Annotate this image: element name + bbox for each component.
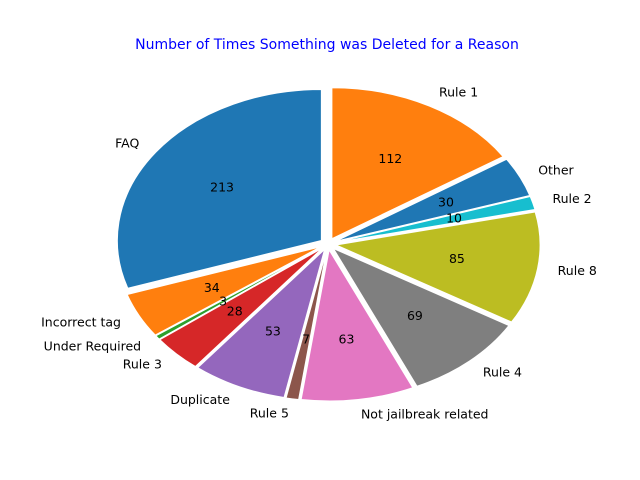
- slice-value-11: 112: [378, 151, 402, 166]
- pie-slice-11: [331, 87, 504, 240]
- pie-slice-2: [155, 247, 322, 340]
- pie-slice-1: [126, 246, 321, 336]
- pie-slice-9: [335, 195, 536, 243]
- pie-slice-4: [196, 247, 326, 399]
- slice-value-1: 34: [204, 280, 220, 295]
- slice-label-5: Rule 5: [250, 406, 289, 421]
- pie-slice-3: [159, 247, 323, 368]
- slice-label-0: FAQ: [115, 135, 139, 150]
- slice-label-4: Duplicate: [170, 392, 230, 407]
- slice-value-4: 53: [265, 324, 281, 339]
- chart-title: Number of Times Something was Deleted fo…: [135, 37, 519, 53]
- slice-value-9: 10: [446, 211, 462, 226]
- slice-value-3: 28: [227, 304, 243, 319]
- pie-slice-7: [332, 247, 510, 387]
- pie-slice-10: [335, 158, 531, 242]
- pie-slice-5: [285, 249, 328, 401]
- pie-slice-0: [116, 88, 322, 289]
- slice-label-9: Rule 2: [552, 191, 591, 206]
- slice-value-10: 30: [438, 195, 454, 210]
- labels-layer: 213 FAQ 34 Incorrect tag 3 Under Required 28 Ru…: [41, 85, 597, 422]
- slice-value-6: 63: [339, 332, 355, 347]
- slice-value-0: 213: [210, 180, 234, 195]
- slice-value-5: 7: [302, 331, 310, 346]
- slice-label-6: Not jailbreak related: [361, 406, 489, 421]
- slice-label-3: Rule 3: [123, 356, 162, 371]
- slice-value-8: 85: [449, 251, 465, 266]
- slice-label-10: Other: [538, 162, 574, 177]
- slice-label-2: Under Required: [44, 338, 141, 353]
- slices-layer: [116, 87, 541, 402]
- slice-label-7: Rule 4: [483, 364, 522, 379]
- slice-label-11: Rule 1: [439, 85, 478, 100]
- pie-slice-8: [334, 211, 541, 323]
- slice-label-8: Rule 8: [558, 263, 597, 278]
- slice-value-2: 3: [219, 294, 227, 309]
- pie-slice-6: [300, 248, 414, 402]
- slice-label-1: Incorrect tag: [41, 314, 121, 329]
- slice-value-7: 69: [407, 308, 423, 323]
